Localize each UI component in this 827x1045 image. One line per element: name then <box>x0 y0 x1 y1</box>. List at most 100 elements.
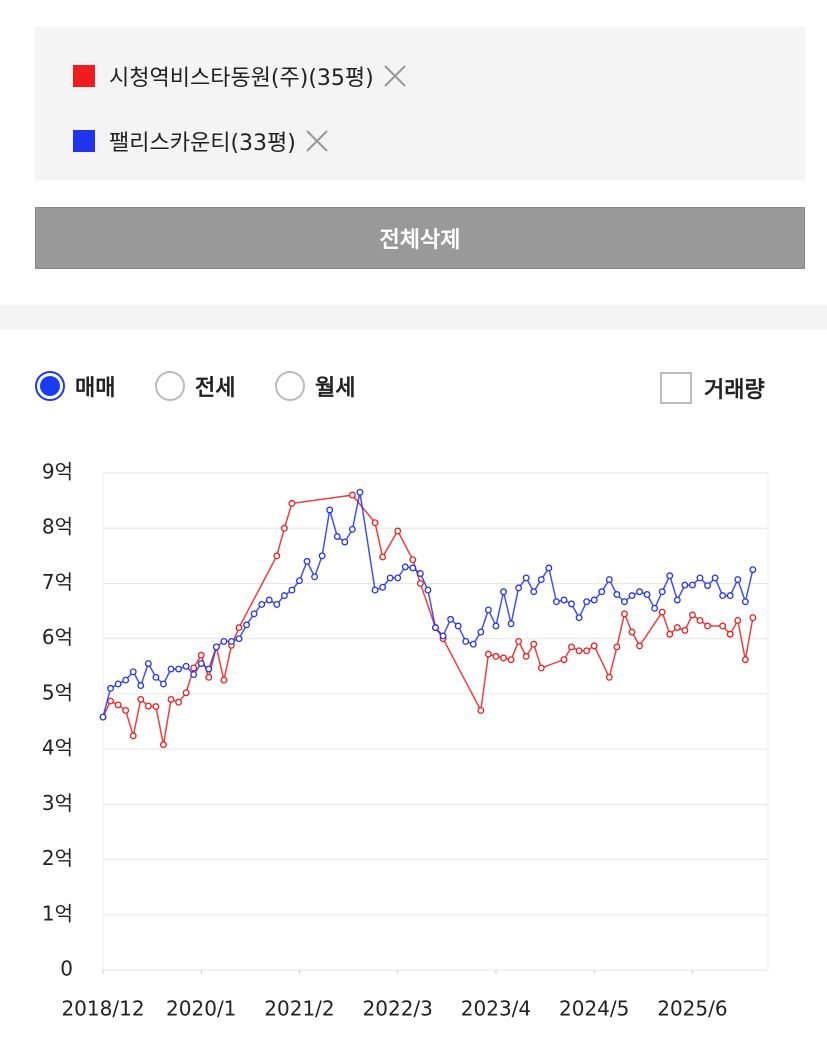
x-tick-label: 2018/12 <box>61 997 144 1021</box>
data-point <box>568 600 575 608</box>
data-point <box>205 673 213 681</box>
data-point <box>122 676 130 684</box>
data-point <box>243 621 251 629</box>
data-point <box>167 665 175 673</box>
data-point <box>681 581 689 589</box>
legend-item: 팰리스카운티(33평) <box>73 125 330 157</box>
data-point <box>734 576 742 584</box>
data-point <box>636 642 643 650</box>
data-point <box>560 656 568 664</box>
data-point <box>409 556 417 564</box>
radio-button[interactable] <box>275 371 305 401</box>
data-point <box>122 707 130 714</box>
data-point <box>296 577 303 585</box>
data-point <box>696 574 704 582</box>
x-tick-label: 2023/4 <box>461 997 531 1021</box>
remove-x <box>384 65 406 87</box>
data-point <box>522 652 530 660</box>
data-point <box>688 581 696 589</box>
remove-x <box>306 130 328 152</box>
data-point <box>379 583 387 591</box>
plot-area <box>102 472 769 971</box>
data-point <box>114 701 122 709</box>
data-point <box>681 626 689 634</box>
data-point <box>462 637 470 645</box>
radio-button[interactable] <box>155 371 185 401</box>
data-point <box>326 506 334 514</box>
y-tick-label: 1억 <box>42 901 73 925</box>
data-point <box>628 628 636 636</box>
checkbox-label: 거래량 <box>704 378 765 403</box>
data-point <box>643 591 651 598</box>
data-point <box>212 643 220 651</box>
data-point <box>99 713 107 721</box>
data-point <box>620 598 628 606</box>
data-point <box>515 584 523 592</box>
data-point <box>666 572 674 580</box>
data-point <box>432 624 439 632</box>
remove-icon[interactable] <box>304 128 330 154</box>
data-point <box>613 591 621 598</box>
data-point <box>719 622 727 630</box>
data-point <box>484 606 492 614</box>
data-point <box>190 671 198 679</box>
x-tick-label: 2022/3 <box>363 997 433 1021</box>
data-point <box>394 527 402 535</box>
y-tick-label: 6억 <box>42 625 73 649</box>
radio-label: 전세 <box>195 376 236 401</box>
data-point <box>175 665 183 673</box>
clear-button[interactable]: 전체삭제 <box>35 207 805 269</box>
x-tick-label: 2021/2 <box>264 997 334 1021</box>
data-point <box>560 596 568 604</box>
data-point <box>160 680 167 688</box>
data-point <box>583 598 591 606</box>
data-point <box>545 564 553 572</box>
data-point <box>190 664 198 672</box>
checkbox[interactable] <box>660 372 692 404</box>
radio-option[interactable]: 전세 <box>155 370 235 402</box>
data-point <box>288 499 296 507</box>
data-point <box>394 574 402 582</box>
data-point <box>288 586 296 594</box>
y-tick-label: 7억 <box>42 570 73 594</box>
data-point <box>628 592 636 600</box>
data-point <box>386 574 394 582</box>
radio-button[interactable] <box>35 371 65 401</box>
legend-item: 시청역비스타동원(주)(35평) <box>73 60 408 92</box>
data-point <box>575 647 583 655</box>
data-point <box>401 563 409 571</box>
data-point <box>129 668 137 676</box>
data-point <box>719 592 727 600</box>
data-point <box>107 697 115 705</box>
data-point <box>590 642 598 650</box>
data-point <box>280 524 288 532</box>
data-point <box>167 695 175 703</box>
data-point <box>250 610 258 618</box>
legend-label: 시청역비스타동원(주)(35평) <box>109 66 374 91</box>
radio-option[interactable]: 매매 <box>35 370 115 402</box>
data-point <box>477 707 485 714</box>
volume-option[interactable]: 거래량 <box>660 372 765 404</box>
y-tick-label: 3억 <box>42 791 73 815</box>
y-tick-label: 9억 <box>42 460 73 484</box>
data-point <box>265 596 273 604</box>
data-point <box>734 616 742 624</box>
remove-icon[interactable] <box>382 63 408 89</box>
radio-option[interactable]: 월세 <box>275 370 355 402</box>
data-point <box>280 592 288 600</box>
data-point <box>605 673 613 681</box>
data-point <box>492 652 500 660</box>
data-point <box>137 682 145 690</box>
legend-swatch <box>73 65 95 87</box>
data-point <box>182 662 190 670</box>
data-point <box>371 519 379 527</box>
data-point <box>613 643 621 651</box>
data-point <box>500 654 507 662</box>
y-tick-label: 0 <box>60 957 73 981</box>
data-point <box>220 676 228 684</box>
chart: 0 1억 2억 3억 4억 5억 6억 7억 8억 9억 2018/12 2020/1 2021/2 20… <box>42 460 769 1021</box>
x-tick-label: 2025/6 <box>657 997 727 1021</box>
legend-label: 팰리스카운티(33평) <box>109 131 296 156</box>
data-point <box>522 574 530 582</box>
